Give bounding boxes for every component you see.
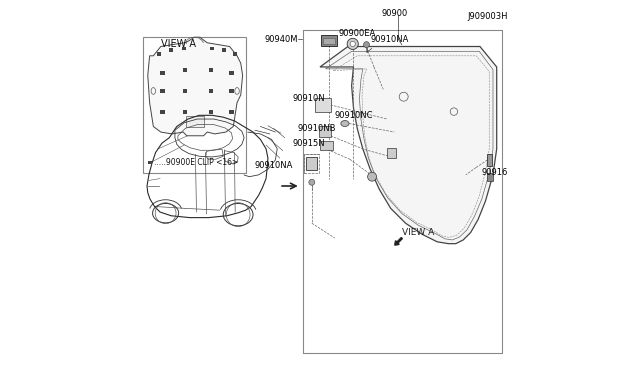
Text: 90910NC: 90910NC bbox=[335, 111, 373, 120]
Bar bbox=[210, 46, 214, 50]
Bar bbox=[183, 89, 187, 93]
Circle shape bbox=[309, 179, 315, 185]
FancyBboxPatch shape bbox=[487, 154, 492, 166]
Bar bbox=[233, 52, 237, 56]
Text: 90940M: 90940M bbox=[264, 35, 298, 44]
Bar bbox=[209, 110, 213, 114]
Bar bbox=[161, 110, 165, 114]
Circle shape bbox=[364, 42, 369, 48]
Text: 90900EA: 90900EA bbox=[339, 29, 376, 38]
Bar bbox=[161, 71, 165, 75]
Text: 90916: 90916 bbox=[482, 169, 508, 177]
Bar bbox=[209, 68, 213, 72]
Bar bbox=[148, 161, 152, 164]
Circle shape bbox=[350, 41, 355, 46]
FancyBboxPatch shape bbox=[303, 30, 502, 353]
FancyBboxPatch shape bbox=[306, 157, 317, 170]
Text: 90915N: 90915N bbox=[292, 139, 324, 148]
FancyBboxPatch shape bbox=[387, 148, 396, 158]
Text: .....90900E CLIP <16>: .....90900E CLIP <16> bbox=[154, 158, 238, 167]
Text: 90900: 90900 bbox=[381, 9, 408, 17]
Text: 90910NA: 90910NA bbox=[370, 35, 408, 44]
Bar bbox=[222, 48, 227, 52]
Bar bbox=[229, 71, 234, 75]
Text: 90910NB: 90910NB bbox=[298, 124, 336, 133]
Bar bbox=[229, 110, 234, 114]
Text: J909003H: J909003H bbox=[467, 12, 508, 21]
Bar bbox=[209, 89, 213, 93]
Circle shape bbox=[347, 38, 358, 49]
FancyBboxPatch shape bbox=[321, 35, 337, 46]
Text: 90910N: 90910N bbox=[292, 94, 324, 103]
FancyBboxPatch shape bbox=[319, 126, 331, 137]
Bar bbox=[161, 89, 165, 93]
Bar bbox=[183, 68, 187, 72]
Ellipse shape bbox=[341, 121, 349, 126]
Bar bbox=[157, 52, 161, 56]
Bar bbox=[169, 48, 173, 52]
Polygon shape bbox=[148, 37, 243, 136]
Text: VIEW A: VIEW A bbox=[161, 39, 196, 49]
Bar bbox=[183, 110, 187, 114]
FancyBboxPatch shape bbox=[320, 141, 333, 150]
Bar bbox=[229, 89, 234, 93]
FancyArrow shape bbox=[395, 238, 403, 245]
FancyBboxPatch shape bbox=[315, 98, 331, 112]
FancyBboxPatch shape bbox=[143, 37, 246, 173]
FancyBboxPatch shape bbox=[323, 38, 335, 44]
Circle shape bbox=[367, 172, 376, 181]
Text: 90910NA: 90910NA bbox=[255, 161, 293, 170]
FancyBboxPatch shape bbox=[487, 173, 493, 181]
FancyBboxPatch shape bbox=[186, 116, 204, 127]
Text: VIEW A: VIEW A bbox=[402, 228, 434, 237]
Bar bbox=[182, 46, 186, 50]
Polygon shape bbox=[320, 46, 497, 244]
